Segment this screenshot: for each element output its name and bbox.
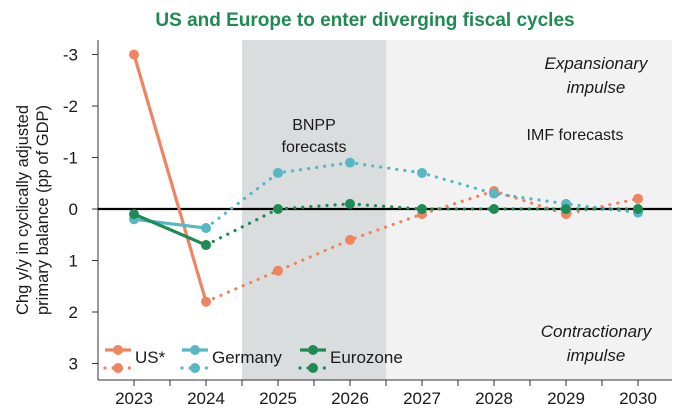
legend-us-label: US* (135, 348, 166, 367)
imf-forecasts-label: IMF forecasts (527, 127, 624, 144)
y-tick-label: 1 (69, 252, 78, 271)
germany-point (417, 167, 427, 178)
x-tick-label: 2028 (475, 389, 513, 408)
eurozone-point (201, 240, 211, 251)
legend-eurozone-forecast-marker (308, 363, 318, 373)
x-tick-label: 2026 (331, 389, 369, 408)
x-tick-label: 2023 (115, 389, 153, 408)
legend-us-actual-marker (113, 345, 123, 355)
x-tick-label: 2025 (259, 389, 297, 408)
x-tick-label: 2029 (547, 389, 585, 408)
chart-title: US and Europe to enter diverging fiscal … (155, 10, 574, 31)
x-tick-label: 2024 (187, 389, 225, 408)
y-tick-label: -3 (63, 46, 78, 65)
expansionary-impulse-label: Expansionary (544, 54, 649, 73)
contractionary-impulse-label: impulse (567, 346, 626, 365)
bnpp-forecasts-label: BNPP (292, 117, 336, 134)
eurozone-point (129, 209, 139, 220)
legend-eurozone-label: Eurozone (330, 348, 403, 367)
bnpp-forecasts-label: forecasts (282, 139, 347, 156)
y-axis-label-line: primary balance (pp of GDP) (34, 105, 52, 315)
us-point (201, 296, 211, 307)
us-point (273, 265, 283, 276)
germany-point (201, 223, 211, 234)
legend-eurozone-actual-marker (308, 345, 318, 355)
eurozone-actual-line (133, 212, 207, 247)
germany-point (273, 167, 283, 178)
eurozone-point (633, 204, 643, 214)
us-point (633, 193, 643, 204)
y-axis-label-line: Chg y/y in cyclically adjusted (14, 105, 32, 315)
x-tick-label: 2030 (619, 389, 657, 408)
eurozone-point (345, 198, 355, 209)
legend-germany-forecast-marker (190, 363, 200, 373)
eurozone-point (417, 204, 427, 214)
y-tick-label: 0 (69, 200, 78, 219)
eurozone-point (561, 204, 571, 214)
eurozone-point (273, 204, 283, 214)
y-axis-label: Chg y/y in cyclically adjusted primary ba… (14, 105, 52, 315)
us-point (345, 234, 355, 245)
y-tick-label: -2 (63, 97, 78, 116)
us-actual-line (132, 54, 208, 303)
us-point (129, 49, 139, 60)
germany-point (345, 157, 355, 168)
y-tick-label: 3 (69, 355, 78, 374)
y-tick-label: -1 (63, 149, 78, 168)
eurozone-point (489, 204, 499, 214)
y-tick-label: 2 (69, 303, 78, 322)
contractionary-impulse-label: Contractionary (541, 322, 653, 341)
germany-point (489, 188, 499, 199)
legend-us-forecast-marker (113, 363, 123, 373)
legend-germany-label: Germany (212, 348, 282, 367)
x-tick-label: 2027 (403, 389, 441, 408)
expansionary-impulse-label: impulse (567, 78, 626, 97)
legend-germany-actual-marker (190, 345, 200, 355)
